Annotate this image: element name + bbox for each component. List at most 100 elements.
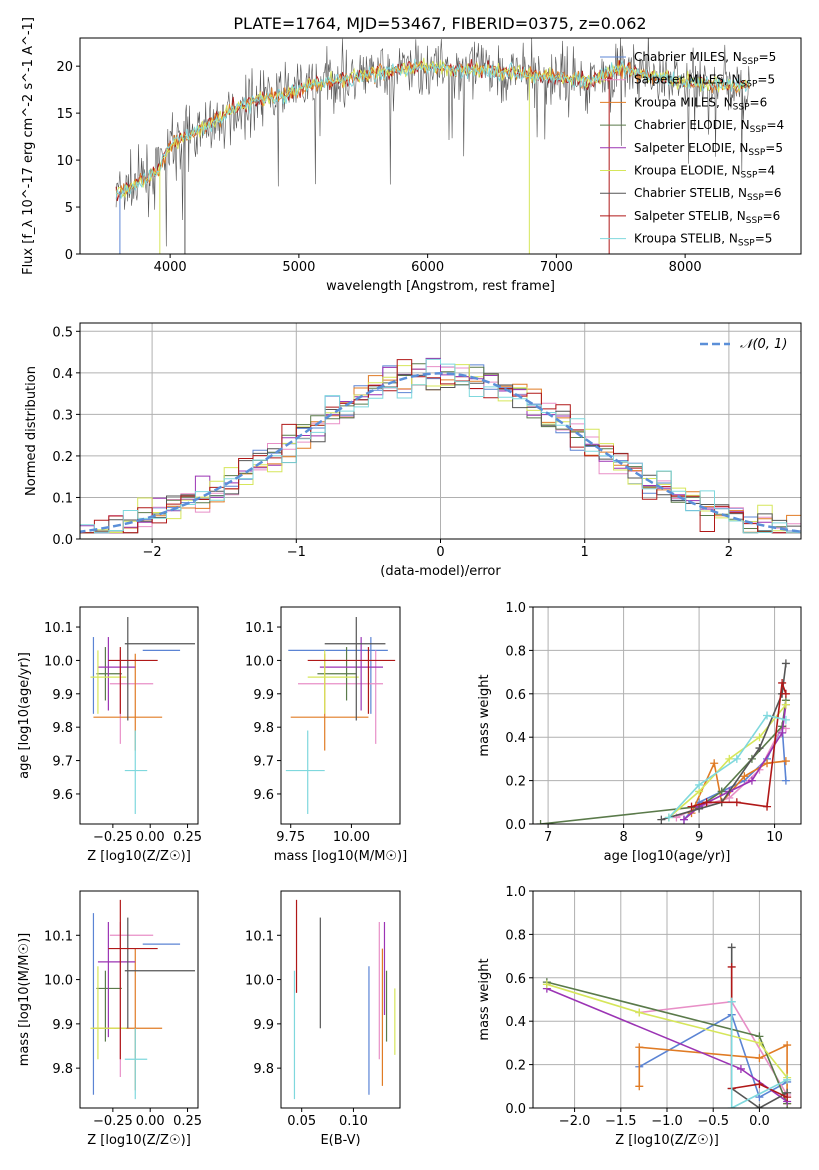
y-tick-label: 0.2 <box>52 450 73 465</box>
legend-label: Salpeter MILES, NSSP=5 <box>634 73 775 90</box>
y-tick-label: 9.9 <box>253 688 274 703</box>
sfh-line-chabrier_elodie <box>540 700 787 824</box>
legend-label: 𝒩(0, 1) <box>740 337 787 352</box>
sfh-marker-chabrier_elodie <box>717 787 726 796</box>
x-tick-label: −1 <box>287 545 306 560</box>
y-tick-label: 10.0 <box>245 974 274 989</box>
panel-age_vs_mass: 9.75 10.00 9.6 9.7 9.8 9.9 10.0 10.1 mass [log10… <box>245 606 407 864</box>
y-tick-label: 0.3 <box>52 408 73 423</box>
x-tick-label: 9 <box>695 830 703 845</box>
axes-frame <box>79 322 802 540</box>
y-tick-label: 9.6 <box>52 788 73 803</box>
x-tick-label: −0.5 <box>697 1114 729 1129</box>
residual-legend: 𝒩(0, 1) <box>700 337 787 352</box>
sfh-marker-salpeter_elodie <box>679 815 688 824</box>
sfh-line-chabrier_stelib <box>661 663 787 821</box>
y-tick-label: 10.1 <box>44 621 73 636</box>
x-tick-label: 0.05 <box>287 1114 316 1129</box>
y-tick-label: 9.7 <box>253 755 274 770</box>
y-tick-label: 0.2 <box>505 775 526 790</box>
axes-frame <box>280 890 401 1109</box>
x-tick-label: −2.0 <box>559 1114 591 1129</box>
sfh-marker-salpeter_elodie <box>736 1064 745 1073</box>
y-tick-label: 5 <box>65 201 73 216</box>
y-tick-label: 10.1 <box>245 621 274 636</box>
sfh-marker-chabrier_stelib <box>755 744 764 753</box>
plot-area-mass_vs_ebv <box>293 899 396 1100</box>
y-tick-label: 0.6 <box>505 688 526 703</box>
sfh-marker-chabrier_elodie <box>536 820 545 824</box>
sfh-marker-kroupa_stelib <box>727 997 736 1006</box>
sfh-line-kroupa_elodie <box>546 983 788 1079</box>
x-tick-label: 0.10 <box>339 1114 368 1129</box>
x-axis-label: E(B-V) <box>320 1133 360 1148</box>
y-tick-label: 10.1 <box>44 929 73 944</box>
figure-title: PLATE=1764, MJD=53467, FIBERID=0375, z=0… <box>233 14 646 33</box>
panel-weight_vs_age: 7 8 9 10 0.0 0.2 0.4 0.6 0.8 1.0 age [log10(age/yr… <box>477 601 802 864</box>
y-tick-label: 0.5 <box>52 325 73 340</box>
sfh-marker-chabrier_stelib <box>781 659 790 668</box>
sfh-marker-kroupa_stelib <box>664 813 673 822</box>
sfh-marker-salpeter_stelib <box>732 798 741 807</box>
x-axis-label: Z [log10(Z/Z☉)] <box>615 1133 719 1148</box>
sfh-marker-kroupa_miles <box>710 759 719 768</box>
histogram-salpeter_elodie <box>80 357 801 534</box>
legend-label: Salpeter STELIB, NSSP=6 <box>634 209 780 226</box>
sfh-marker-kroupa_elodie <box>755 733 764 742</box>
spectrum-legend: Chabrier MILES, NSSP=5 Salpeter MILES, NS… <box>600 50 784 249</box>
legend-label: Kroupa STELIB, NSSP=5 <box>634 232 772 249</box>
sfh-line-kroupa_stelib <box>730 1001 788 1108</box>
y-tick-label: 10.1 <box>245 929 274 944</box>
y-axis-label: mass [log10(M/M☉)] <box>17 933 32 1066</box>
x-tick-label: 0 <box>436 545 444 560</box>
x-tick-label: 10.00 <box>333 830 370 845</box>
x-axis-label: (data-model)/error <box>380 564 501 579</box>
y-tick-label: 1.0 <box>505 885 526 900</box>
panel-spectrum: 4000 5000 6000 7000 8000 0 5 10 15 20 wavelength [… <box>21 17 802 294</box>
histogram-salpeter_stelib <box>80 359 801 534</box>
y-tick-label: 0.4 <box>52 367 73 382</box>
y-tick-label: 10.0 <box>44 654 73 669</box>
sfh-marker-kroupa_miles <box>635 1082 644 1091</box>
x-tick-label: 2 <box>725 545 733 560</box>
y-tick-label: 10 <box>56 154 73 169</box>
x-tick-label: 4000 <box>154 260 187 275</box>
plot-area-weight_vs_age <box>536 659 790 824</box>
plot-area-age_vs_z <box>90 617 196 814</box>
legend-label: Chabrier STELIB, NSSP=6 <box>634 186 782 203</box>
y-axis-label: Normed distribution <box>24 366 39 496</box>
plot-area-residuals <box>80 357 801 534</box>
x-axis-label: mass [log10(M/M☉)] <box>274 849 407 864</box>
sfh-marker-salpeter_stelib <box>781 689 790 698</box>
x-tick-label: 10 <box>766 830 783 845</box>
sfh-marker-salpeter_stelib <box>755 1080 764 1089</box>
y-axis-label: Flux [f_λ 10^-17 erg cm^-2 s^-1 A^-1] <box>21 17 36 275</box>
sfh-marker-chabrier_stelib <box>727 943 736 952</box>
axes-frame <box>79 890 199 1109</box>
sfh-marker-salpeter_stelib <box>783 1093 792 1102</box>
y-tick-label: 0.6 <box>505 972 526 987</box>
sfh-marker-salpeter_stelib <box>687 802 696 811</box>
x-tick-label: 1 <box>581 545 589 560</box>
histogram-kroupa_stelib <box>80 358 801 534</box>
sfh-marker-kroupa_elodie <box>755 1038 764 1047</box>
y-axis-label: mass weight <box>477 958 492 1040</box>
sfh-marker-chabrier_stelib <box>695 804 704 813</box>
sfh-marker-kroupa_stelib <box>763 711 772 720</box>
y-axis-label: age [log10(age/yr)] <box>17 652 32 779</box>
y-tick-label: 9.9 <box>52 688 73 703</box>
y-tick-label: 0.4 <box>505 731 526 746</box>
x-tick-label: 6000 <box>411 260 444 275</box>
x-tick-label: −2 <box>143 545 162 560</box>
gaussian-curve <box>80 372 801 533</box>
x-tick-label: 7000 <box>540 260 573 275</box>
x-tick-label: 0.00 <box>136 830 165 845</box>
y-tick-label: 9.9 <box>52 1018 73 1033</box>
y-tick-label: 9.8 <box>253 1062 274 1077</box>
y-tick-label: 9.8 <box>52 1062 73 1077</box>
x-tick-label: 5000 <box>282 260 315 275</box>
y-tick-label: 0 <box>65 248 73 263</box>
sfh-marker-kroupa_elodie <box>635 1008 644 1017</box>
sfh-marker-chabrier_miles <box>781 776 790 785</box>
